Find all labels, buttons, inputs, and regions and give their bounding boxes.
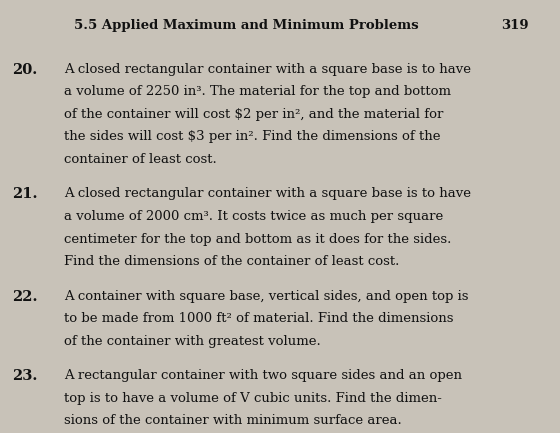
Text: 20.: 20. [12,63,38,77]
Text: a volume of 2250 in³. The material for the top and bottom: a volume of 2250 in³. The material for t… [64,85,451,98]
Text: A rectangular container with two square sides and an open: A rectangular container with two square … [64,369,463,382]
Text: container of least cost.: container of least cost. [64,153,217,166]
Text: sions of the container with minimum surface area.: sions of the container with minimum surf… [64,414,402,427]
Text: the sides will cost $3 per in². Find the dimensions of the: the sides will cost $3 per in². Find the… [64,130,441,143]
Text: A closed rectangular container with a square base is to have: A closed rectangular container with a sq… [64,187,472,200]
Text: 22.: 22. [12,290,38,304]
Text: to be made from 1000 ft² of material. Find the dimensions: to be made from 1000 ft² of material. Fi… [64,312,454,325]
Text: Find the dimensions of the container of least cost.: Find the dimensions of the container of … [64,255,400,268]
Text: A container with square base, vertical sides, and open top is: A container with square base, vertical s… [64,290,469,303]
Text: 23.: 23. [12,369,38,383]
Text: top is to have a volume of V cubic units. Find the dimen-: top is to have a volume of V cubic units… [64,392,442,405]
Text: 319: 319 [501,19,529,32]
Text: A closed rectangular container with a square base is to have: A closed rectangular container with a sq… [64,63,472,76]
Text: of the container with greatest volume.: of the container with greatest volume. [64,335,321,348]
Text: a volume of 2000 cm³. It costs twice as much per square: a volume of 2000 cm³. It costs twice as … [64,210,444,223]
Text: centimeter for the top and bottom as it does for the sides.: centimeter for the top and bottom as it … [64,233,452,246]
Text: 21.: 21. [12,187,38,201]
Text: 5.5 Applied Maximum and Minimum Problems: 5.5 Applied Maximum and Minimum Problems [74,19,419,32]
Text: of the container will cost $2 per in², and the material for: of the container will cost $2 per in², a… [64,108,444,121]
